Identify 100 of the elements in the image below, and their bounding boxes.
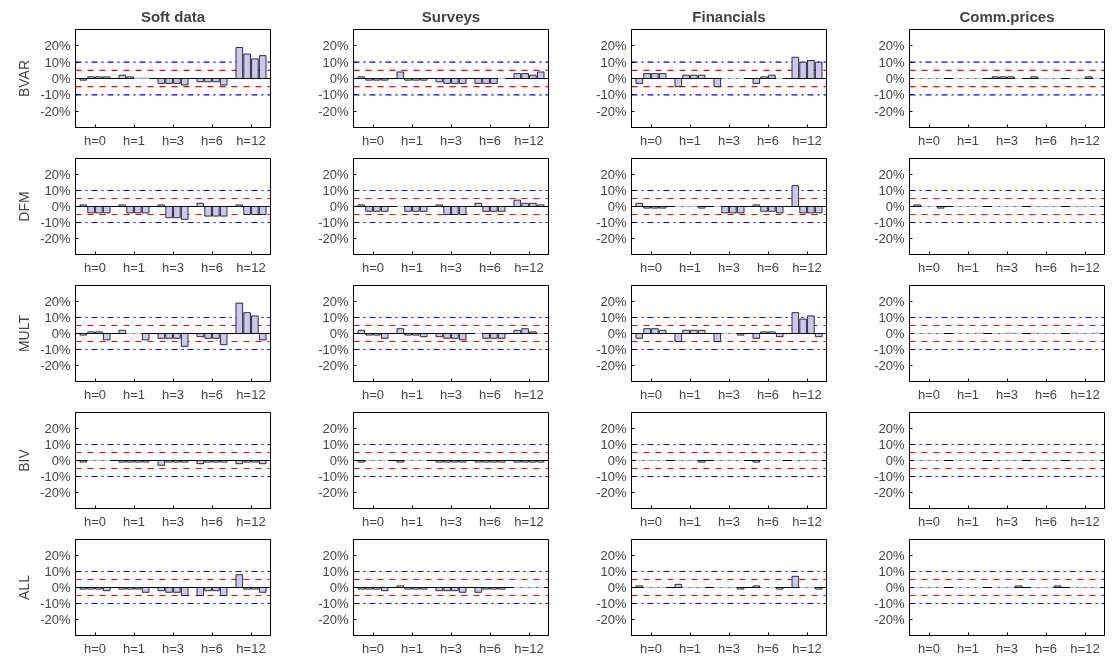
x-tick-label: h=1 [122, 640, 146, 656]
y-tick-label: 10% [600, 437, 627, 452]
y-tick-label: 0% [607, 71, 627, 86]
x-tick-label: h=3 [995, 640, 1019, 656]
x-tick-label: h=3 [439, 386, 463, 402]
x-tick-label: h=6 [1034, 386, 1058, 402]
y-tick-label: -20% [596, 103, 627, 119]
y-tick-label: 0% [607, 453, 627, 468]
y-tick-label: -20% [874, 231, 905, 246]
y-tick-label: -20% [40, 231, 71, 246]
x-tick-label: h=6 [1034, 132, 1058, 148]
x-tick-label: h=12 [792, 259, 822, 275]
y-tick-label: -10% [596, 342, 627, 357]
x-tick-label: h=6 [200, 386, 224, 402]
y-tick-label: -20% [318, 485, 349, 500]
x-tick-label: h=0 [83, 386, 107, 402]
x-tick-label: h=12 [792, 640, 822, 656]
x-tick-label: h=3 [717, 640, 741, 656]
x-tick-label: h=0 [83, 513, 107, 529]
y-tick-label: -20% [318, 612, 349, 627]
x-tick-label: h=0 [639, 513, 663, 529]
x-tick-label: h=6 [478, 386, 502, 402]
y-tick-label: -20% [318, 358, 349, 373]
y-axis-title: ALL [16, 574, 33, 600]
chart-title: Soft data [140, 7, 206, 25]
y-tick-label: -10% [596, 469, 627, 484]
x-tick-label: h=12 [792, 513, 822, 529]
x-tick-label: h=12 [236, 132, 266, 148]
y-tick-label: 0% [885, 326, 905, 341]
y-tick-label: 10% [600, 564, 627, 579]
y-axis-title: BVAR [16, 59, 33, 98]
x-tick-label: h=1 [122, 513, 146, 529]
y-tick-label: -20% [596, 231, 627, 246]
y-tick-label: -10% [318, 87, 349, 103]
x-tick-label: h=3 [161, 640, 185, 656]
y-tick-label: 10% [322, 310, 349, 325]
x-tick-label: h=12 [236, 513, 266, 529]
y-tick-label: 0% [51, 71, 71, 86]
y-tick-label: 0% [329, 580, 349, 595]
y-tick-label: 10% [322, 437, 349, 452]
x-tick-label: h=0 [639, 386, 663, 402]
x-tick-label: h=0 [361, 259, 385, 275]
y-tick-label: 10% [878, 54, 905, 70]
y-tick-label: 0% [885, 71, 905, 86]
x-tick-label: h=12 [236, 640, 266, 656]
x-tick-label: h=12 [1070, 259, 1100, 275]
y-tick-label: 20% [600, 421, 627, 436]
x-tick-label: h=12 [514, 386, 544, 402]
y-tick-label: -10% [596, 596, 627, 611]
y-axis-title: DFM [16, 191, 33, 222]
y-tick-label: 10% [878, 310, 905, 325]
y-axis-title: MULT [16, 314, 33, 353]
x-tick-label: h=0 [83, 259, 107, 275]
x-tick-label: h=0 [917, 513, 941, 529]
x-tick-label: h=3 [161, 132, 185, 148]
y-tick-label: 0% [329, 453, 349, 468]
x-tick-label: h=6 [200, 132, 224, 148]
y-tick-label: 20% [878, 421, 905, 436]
x-tick-label: h=1 [400, 132, 424, 148]
x-tick-label: h=1 [400, 513, 424, 529]
x-tick-label: h=3 [717, 259, 741, 275]
x-tick-label: h=12 [236, 386, 266, 402]
x-tick-label: h=3 [161, 259, 185, 275]
y-tick-label: 0% [607, 199, 627, 214]
x-tick-label: h=1 [678, 513, 702, 529]
y-tick-label: -10% [874, 87, 905, 103]
y-tick-label: 10% [44, 564, 71, 579]
y-tick-label: -10% [596, 87, 627, 103]
y-tick-label: 20% [878, 294, 905, 309]
y-tick-label: -10% [40, 469, 71, 484]
y-tick-label: 10% [322, 564, 349, 579]
x-tick-label: h=3 [995, 259, 1019, 275]
x-tick-label: h=1 [400, 386, 424, 402]
x-tick-label: h=12 [1070, 132, 1100, 148]
x-tick-label: h=0 [639, 132, 663, 148]
y-tick-label: 20% [322, 167, 349, 182]
y-tick-label: 10% [878, 183, 905, 198]
y-tick-label: 20% [878, 548, 905, 563]
y-tick-label: -20% [40, 103, 71, 119]
y-tick-label: -10% [874, 342, 905, 357]
y-tick-label: 20% [878, 167, 905, 182]
x-tick-label: h=1 [956, 640, 980, 656]
x-tick-label: h=12 [514, 640, 544, 656]
y-tick-label: 10% [44, 183, 71, 198]
x-tick-label: h=1 [122, 386, 146, 402]
y-tick-label: 20% [44, 38, 71, 54]
y-tick-label: 20% [322, 38, 349, 54]
x-tick-label: h=12 [792, 132, 822, 148]
x-tick-label: h=6 [200, 513, 224, 529]
y-tick-label: -20% [318, 231, 349, 246]
x-tick-label: h=3 [439, 513, 463, 529]
y-tick-label: 20% [600, 38, 627, 54]
y-tick-label: 20% [600, 167, 627, 182]
x-tick-label: h=3 [161, 513, 185, 529]
y-tick-label: 10% [44, 54, 71, 70]
x-tick-label: h=6 [478, 259, 502, 275]
y-tick-label: 0% [51, 326, 71, 341]
y-tick-label: 20% [44, 167, 71, 182]
y-tick-label: 10% [600, 183, 627, 198]
x-tick-label: h=1 [678, 640, 702, 656]
